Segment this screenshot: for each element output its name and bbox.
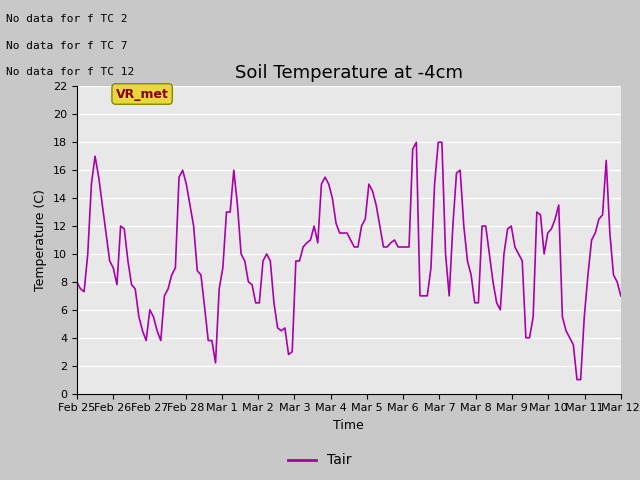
Text: No data for f TC 7: No data for f TC 7 xyxy=(6,41,128,51)
Text: No data for f TC 2: No data for f TC 2 xyxy=(6,14,128,24)
X-axis label: Time: Time xyxy=(333,419,364,432)
Y-axis label: Temperature (C): Temperature (C) xyxy=(35,189,47,291)
Text: VR_met: VR_met xyxy=(116,87,168,100)
Title: Soil Temperature at -4cm: Soil Temperature at -4cm xyxy=(235,64,463,82)
Text: No data for f TC 12: No data for f TC 12 xyxy=(6,67,134,77)
Legend: Tair: Tair xyxy=(283,448,357,473)
